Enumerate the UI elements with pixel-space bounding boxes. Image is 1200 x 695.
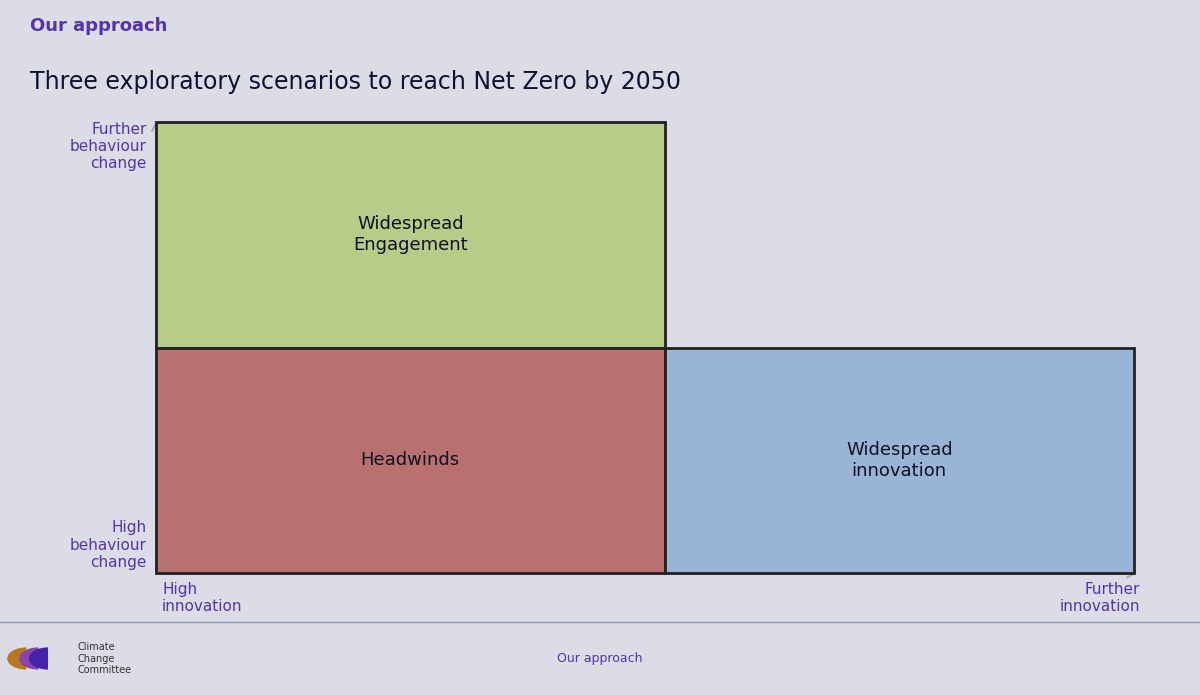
Bar [665, 348, 1134, 573]
Text: Our approach: Our approach [557, 652, 643, 665]
Bar [156, 122, 665, 348]
Wedge shape [19, 648, 38, 670]
Text: High
innovation: High innovation [162, 582, 242, 614]
Text: Widespread
innovation: Widespread innovation [846, 441, 953, 480]
Text: Three exploratory scenarios to reach Net Zero by 2050: Three exploratory scenarios to reach Net… [30, 70, 682, 94]
Wedge shape [7, 648, 26, 670]
Text: Headwinds: Headwinds [361, 452, 460, 469]
Text: Further
behaviour
change: Further behaviour change [70, 122, 146, 172]
Bar [0, 622, 1200, 695]
Text: High
behaviour
change: High behaviour change [70, 520, 146, 570]
Text: Our approach: Our approach [30, 17, 167, 35]
Bar [156, 348, 665, 573]
Text: Climate
Change
Committee: Climate Change Committee [78, 642, 132, 675]
Wedge shape [29, 648, 48, 670]
Text: Further
innovation: Further innovation [1060, 582, 1140, 614]
Text: Widespread
Engagement: Widespread Engagement [353, 215, 468, 254]
